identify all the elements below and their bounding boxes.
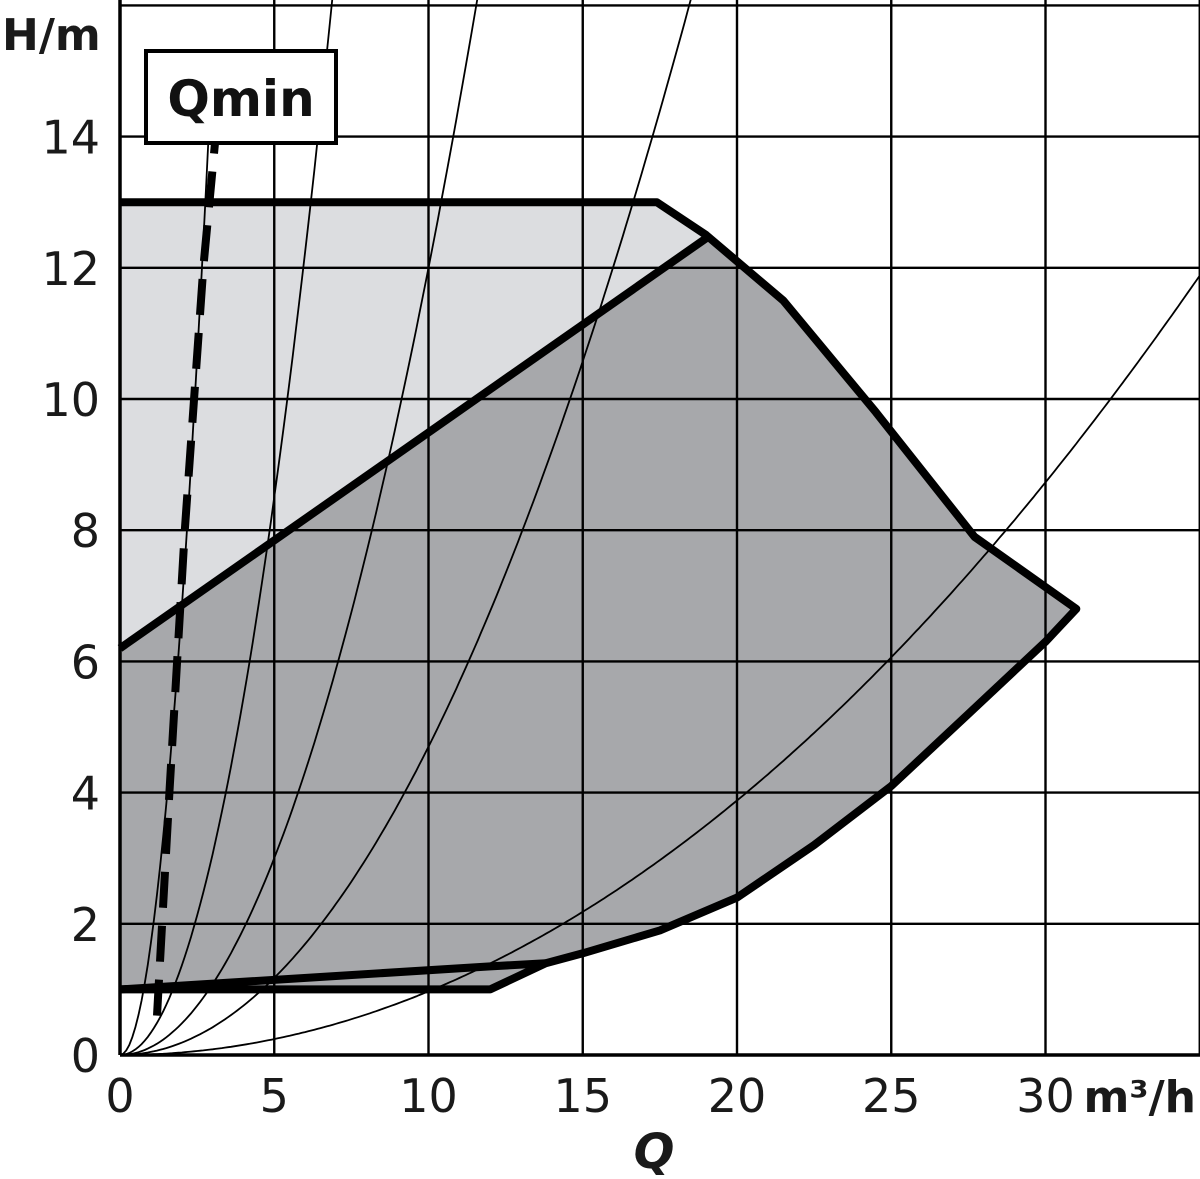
x-tick-label: 5 (260, 1069, 289, 1123)
x-axis-title: Q (634, 1124, 675, 1179)
x-tick-label: 10 (399, 1069, 458, 1123)
x-tick-label: 20 (708, 1069, 767, 1123)
y-tick-label: 6 (71, 635, 100, 689)
system-curve-2 (120, 0, 334, 1055)
min-curve (119, 959, 546, 994)
y-tick-label: 4 (71, 767, 100, 821)
y-tick-label: 2 (71, 898, 100, 952)
y-tick-label: 12 (41, 242, 100, 296)
y-tick-label: 10 (41, 373, 100, 427)
q-min-dashed-line (153, 136, 220, 1016)
mid-curve (117, 235, 709, 652)
y-tick-label: 8 (71, 504, 100, 558)
q-min-label: Qmin (167, 70, 314, 128)
x-tick-label: 0 (105, 1069, 134, 1123)
y-axis-title: H/m (2, 10, 101, 61)
system-curve-3 (120, 0, 479, 1055)
y-tick-label: 14 (41, 111, 100, 165)
x-axis-unit: m³/h (1083, 1072, 1196, 1123)
x-tick-label: 25 (862, 1069, 921, 1123)
x-tick-label: 15 (553, 1069, 612, 1123)
x-tick-label: 30 (1016, 1069, 1075, 1123)
max-envelope-curve (120, 198, 1081, 994)
y-tick-label: 0 (71, 1029, 100, 1083)
controlled-range-band (120, 235, 1077, 990)
system-curve-5 (120, 274, 1200, 1055)
q-min-label-box (144, 49, 338, 145)
